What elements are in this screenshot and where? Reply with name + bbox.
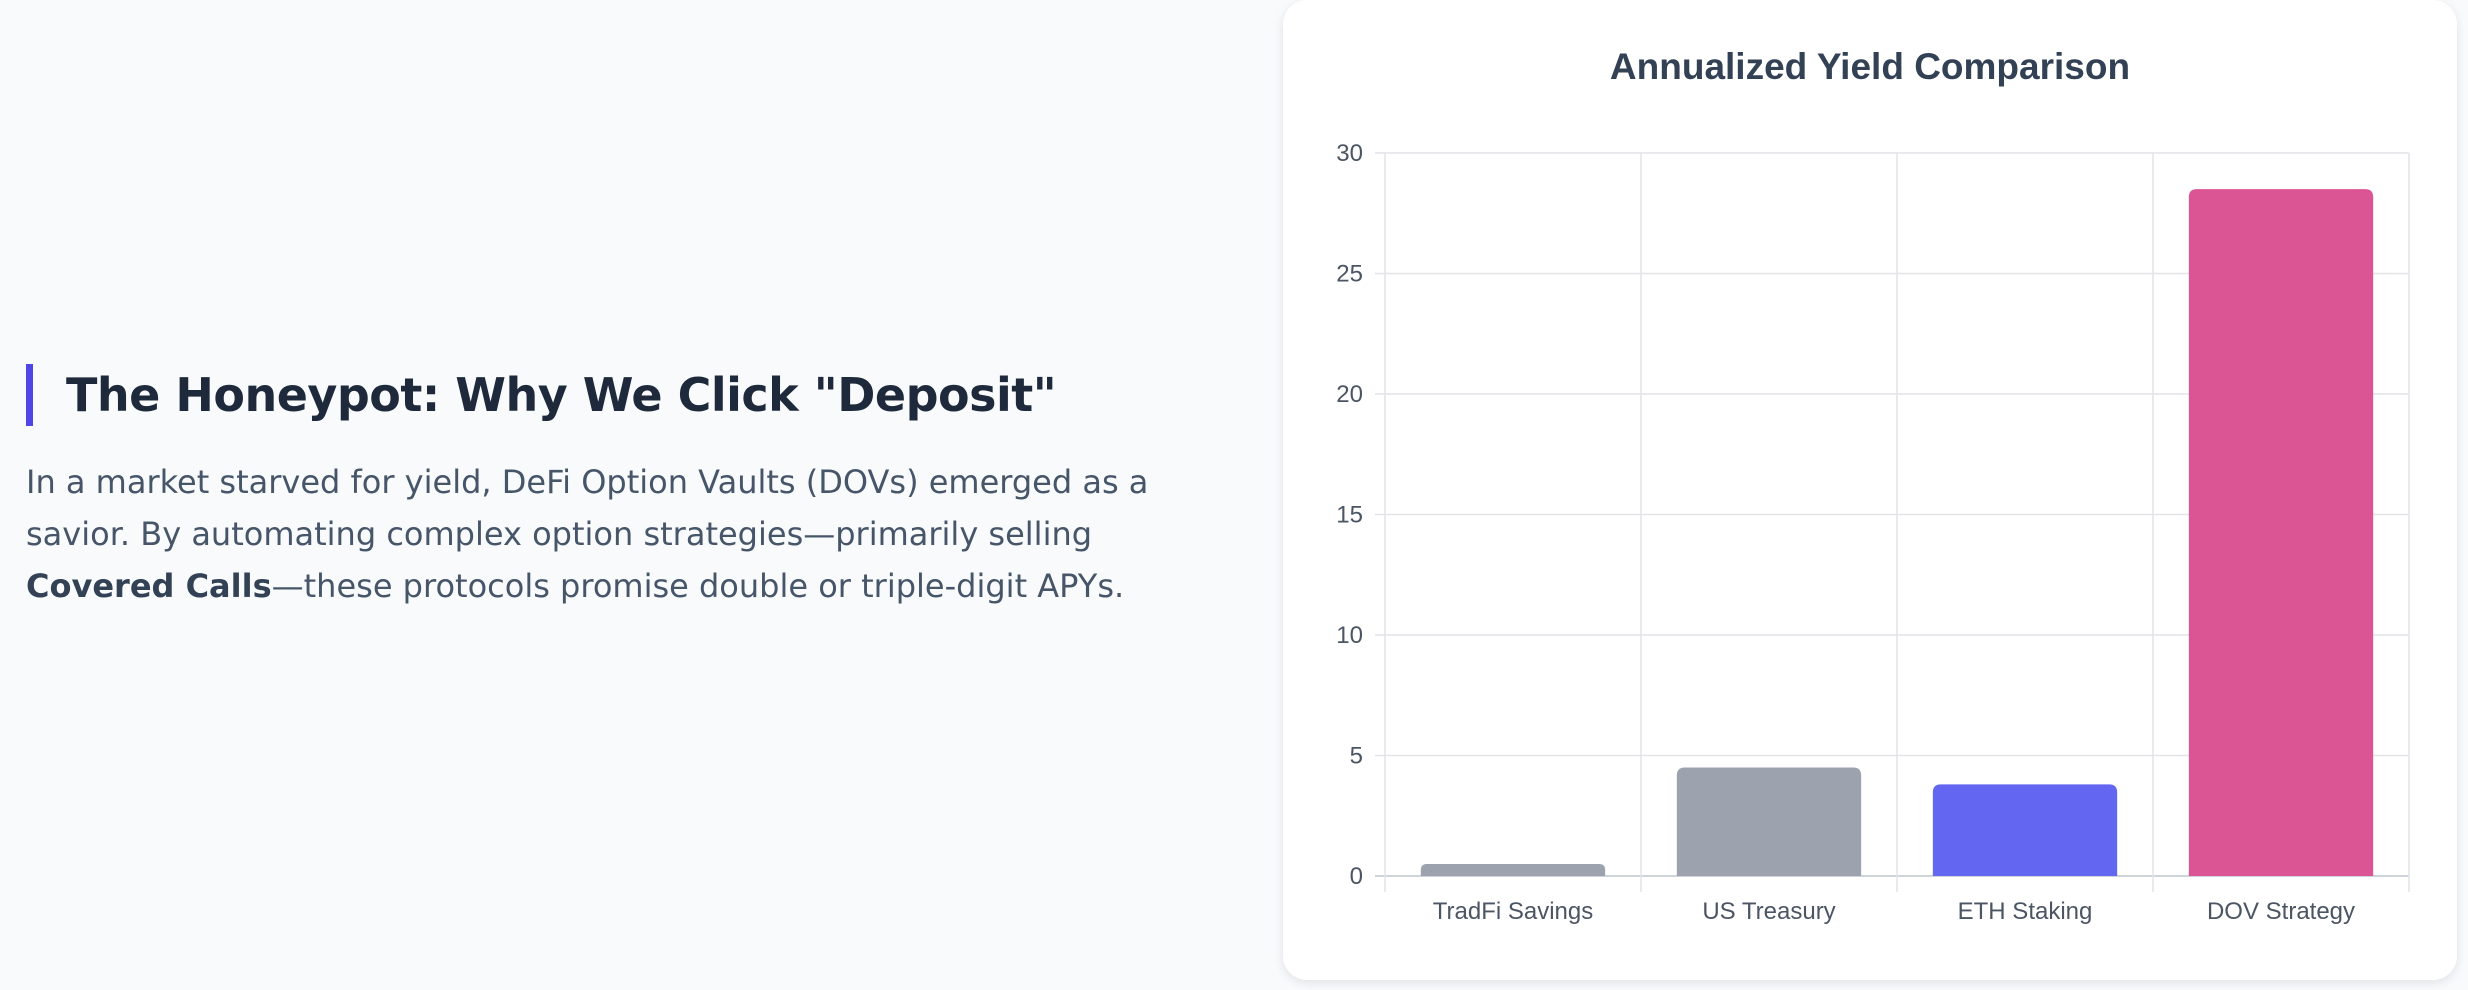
intro-emphasis: Covered Calls: [26, 567, 272, 605]
section-heading-text: The Honeypot: Why We Click "Deposit": [66, 368, 1057, 422]
x-tick-label: DOV Strategy: [2207, 898, 2355, 925]
y-tick-label: 0: [1350, 863, 1363, 890]
y-tick-label: 5: [1350, 743, 1363, 770]
x-tick-label: TradFi Savings: [1433, 898, 1594, 925]
x-tick-label: US Treasury: [1702, 898, 1835, 925]
bar: [1932, 784, 2118, 876]
y-tick-label: 25: [1336, 261, 1363, 288]
heading-accent-bar: [26, 364, 33, 426]
intro-text-end: —these protocols promise double or tripl…: [271, 567, 1125, 605]
x-tick-label: ETH Staking: [1958, 898, 2093, 925]
intro-text-start: In a market starved for yield, DeFi Opti…: [26, 463, 1149, 553]
bar: [1420, 863, 1606, 876]
section-heading: The Honeypot: Why We Click "Deposit": [26, 362, 1246, 428]
y-tick-label: 10: [1336, 622, 1363, 649]
bar: [1676, 767, 1862, 876]
y-tick-label: 15: [1336, 502, 1363, 529]
chart-card: Annualized Yield Comparison 0 5 10 15 20 25 30…: [1283, 0, 2457, 980]
bar: [2188, 189, 2374, 876]
intro-section: The Honeypot: Why We Click "Deposit" In …: [26, 362, 1246, 612]
chart-title: Annualized Yield Comparison: [1609, 46, 2131, 87]
y-tick-label: 30: [1336, 140, 1363, 167]
bar-chart: 0 5 10 15 20 25 30 TradFi Savings US Treasury ETH…: [1336, 140, 2410, 925]
y-tick-label: 20: [1336, 381, 1363, 408]
intro-paragraph: In a market starved for yield, DeFi Opti…: [26, 456, 1246, 612]
